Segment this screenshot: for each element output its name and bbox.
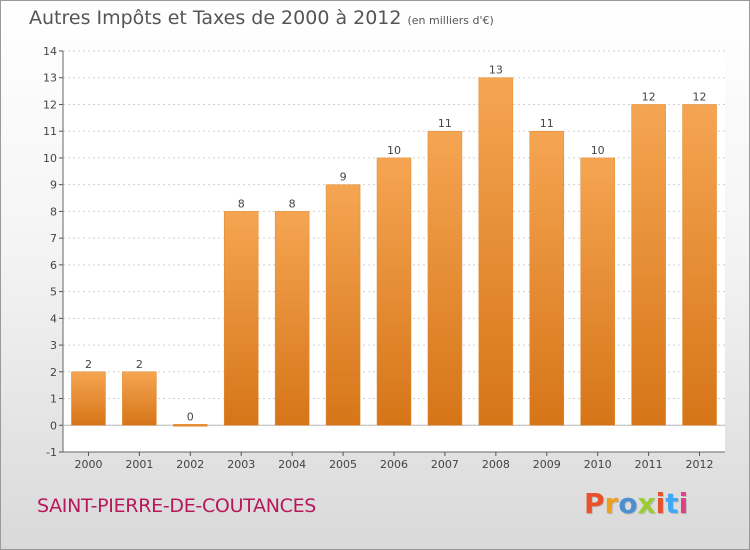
y-tick-label: 3 [50, 339, 57, 352]
y-tick-label: 14 [43, 45, 57, 58]
y-tick-label: 12 [43, 98, 57, 111]
data-label-2001: 2 [136, 358, 143, 371]
brand-letter: P [584, 487, 605, 520]
bars [71, 77, 717, 427]
data-label-2003: 8 [238, 197, 245, 210]
bar-2002 [173, 424, 208, 427]
data-label-2005: 9 [340, 171, 347, 184]
y-tick-label: 9 [50, 179, 57, 192]
x-tick-label-2001: 2001 [125, 458, 153, 471]
y-tick-label: 0 [50, 419, 57, 432]
bar-2007 [427, 130, 463, 426]
y-tick-label: 13 [43, 72, 57, 85]
x-tick-label-2011: 2011 [635, 458, 663, 471]
brand-letter: r [604, 487, 619, 520]
data-label-2006: 10 [387, 144, 401, 157]
bar-2011 [631, 104, 666, 426]
bar-2010 [580, 157, 615, 426]
data-label-2012: 12 [693, 90, 707, 103]
brand-letter: x [637, 487, 656, 520]
x-tick-label-2012: 2012 [686, 458, 714, 471]
x-tick-label-2002: 2002 [176, 458, 204, 471]
data-label-2008: 13 [489, 64, 503, 77]
bar-2012 [682, 104, 717, 426]
bar-2000 [71, 371, 106, 426]
y-tick-label: 8 [50, 205, 57, 218]
y-tick-label: 2 [50, 366, 57, 379]
y-tick-label: 7 [50, 232, 57, 245]
data-label-2000: 2 [85, 358, 92, 371]
bar-2006 [376, 157, 412, 426]
y-tick-label: 4 [50, 312, 57, 325]
bar-2008 [478, 77, 514, 426]
chart-title: Autres Impôts et Taxes de 2000 à 2012 [29, 7, 402, 29]
brand-letter: t [665, 487, 679, 520]
x-tick-label-2004: 2004 [278, 458, 306, 471]
data-label-2009: 11 [540, 117, 554, 130]
y-tick-label: 1 [50, 393, 57, 406]
y-tick-label: -1 [46, 446, 57, 459]
bar-2003 [223, 211, 259, 426]
y-tick-label: 11 [43, 125, 57, 138]
bar-2001 [122, 371, 157, 426]
data-label-2010: 10 [591, 144, 605, 157]
bar-2005 [325, 184, 361, 426]
y-tick-label: 10 [43, 152, 57, 165]
data-label-2007: 11 [438, 117, 452, 130]
x-tick-labels: 2000 2001 2002 2003 2004 2005 2006 2007 2008 2009… [74, 458, 713, 471]
data-labels: 2 2 0 8 8 9 10 11 13 11 10 12 12 [85, 64, 707, 424]
x-tick-label-2008: 2008 [482, 458, 510, 471]
title-line: Autres Impôts et Taxes de 2000 à 2012 (en… [29, 7, 494, 29]
chart-unit: (en milliers d'€) [407, 14, 494, 27]
commune-name: SAINT-PIERRE-DE-COUTANCES [37, 495, 317, 517]
x-tick-label-2003: 2003 [227, 458, 255, 471]
bar-2009 [529, 130, 565, 426]
x-tick-label-2010: 2010 [584, 458, 612, 471]
data-label-2004: 8 [289, 197, 296, 210]
y-tick-label: 6 [50, 259, 57, 272]
x-tick-label-2006: 2006 [380, 458, 408, 471]
brand-logo: Proxiti [584, 487, 688, 520]
x-tick-label-2005: 2005 [329, 458, 357, 471]
brand-letter: i [678, 487, 689, 520]
x-tick-label-2009: 2009 [533, 458, 561, 471]
brand-letter: i [655, 487, 666, 520]
x-tick-label-2000: 2000 [74, 458, 102, 471]
x-tick-label-2007: 2007 [431, 458, 459, 471]
data-label-2011: 12 [642, 90, 656, 103]
bar-2004 [274, 211, 310, 426]
brand-letter: o [618, 487, 638, 520]
data-label-2002: 0 [187, 410, 194, 423]
y-tick-label: 5 [50, 286, 57, 299]
